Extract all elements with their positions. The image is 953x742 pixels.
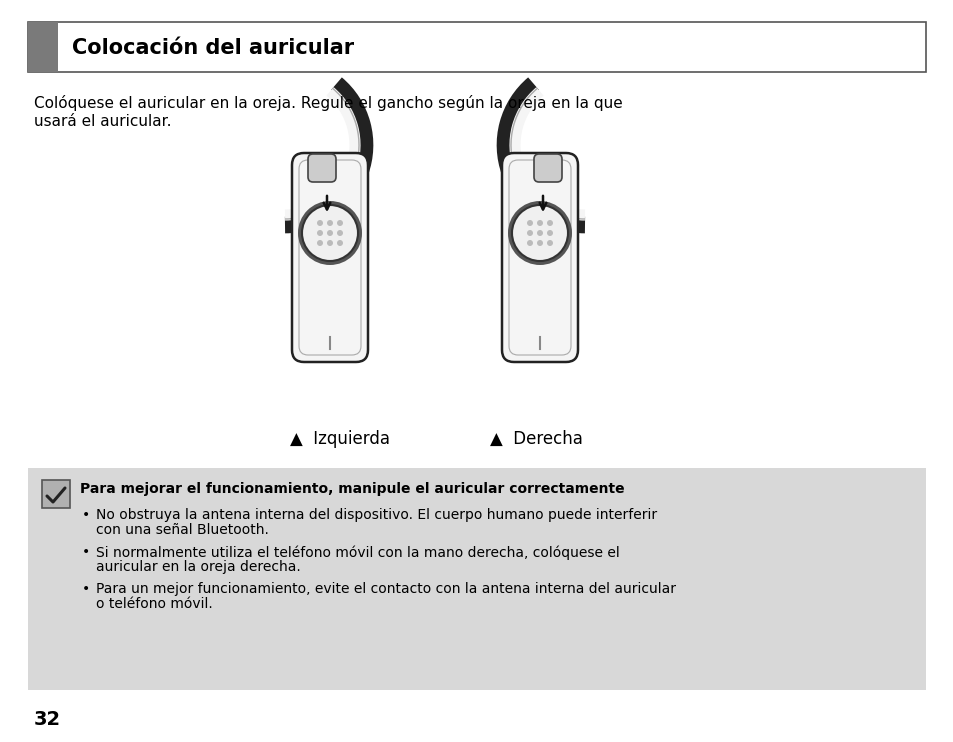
Text: auricular en la oreja derecha.: auricular en la oreja derecha. — [96, 560, 300, 574]
FancyBboxPatch shape — [501, 153, 578, 362]
Circle shape — [537, 220, 542, 226]
Circle shape — [526, 220, 533, 226]
Circle shape — [507, 201, 572, 265]
Circle shape — [336, 240, 343, 246]
Circle shape — [327, 240, 333, 246]
FancyBboxPatch shape — [534, 154, 561, 182]
Circle shape — [316, 240, 323, 246]
Text: Colocación del auricular: Colocación del auricular — [71, 38, 354, 58]
Text: Para un mejor funcionamiento, evite el contacto con la antena interna del auricu: Para un mejor funcionamiento, evite el c… — [96, 582, 676, 596]
Circle shape — [546, 220, 553, 226]
Circle shape — [537, 240, 542, 246]
Circle shape — [297, 201, 361, 265]
Circle shape — [512, 205, 567, 261]
Bar — [28, 468, 925, 690]
Circle shape — [537, 230, 542, 236]
Circle shape — [526, 240, 533, 246]
Text: No obstruya la antena interna del dispositivo. El cuerpo humano puede interferir: No obstruya la antena interna del dispos… — [96, 508, 657, 522]
Text: usará el auricular.: usará el auricular. — [34, 114, 172, 129]
FancyBboxPatch shape — [308, 154, 335, 182]
Circle shape — [546, 230, 553, 236]
Text: •: • — [82, 508, 91, 522]
Circle shape — [316, 220, 323, 226]
Circle shape — [327, 230, 333, 236]
Text: Colóquese el auricular en la oreja. Regule el gancho según la oreja en la que: Colóquese el auricular en la oreja. Regu… — [34, 95, 622, 111]
Circle shape — [546, 240, 553, 246]
Circle shape — [316, 230, 323, 236]
Circle shape — [526, 230, 533, 236]
Text: o teléfono móvil.: o teléfono móvil. — [96, 597, 213, 611]
FancyBboxPatch shape — [292, 153, 368, 362]
Bar — [42, 480, 70, 508]
Circle shape — [327, 220, 333, 226]
Text: Si normalmente utiliza el teléfono móvil con la mano derecha, colóquese el: Si normalmente utiliza el teléfono móvil… — [96, 545, 619, 559]
Bar — [28, 22, 58, 72]
Text: con una señal Bluetooth.: con una señal Bluetooth. — [96, 524, 269, 537]
Text: ▲  Derecha: ▲ Derecha — [490, 430, 582, 448]
Text: Para mejorar el funcionamiento, manipule el auricular correctamente: Para mejorar el funcionamiento, manipule… — [80, 482, 624, 496]
Text: 32: 32 — [34, 710, 61, 729]
Text: •: • — [82, 582, 91, 596]
Text: •: • — [82, 545, 91, 559]
Circle shape — [336, 230, 343, 236]
Circle shape — [336, 220, 343, 226]
Circle shape — [302, 205, 357, 261]
Bar — [28, 22, 925, 72]
Text: ▲  Izquierda: ▲ Izquierda — [290, 430, 390, 448]
